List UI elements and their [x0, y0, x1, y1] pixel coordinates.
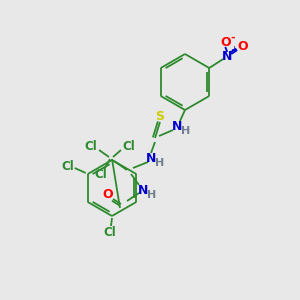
Text: O: O: [220, 35, 231, 49]
Text: +: +: [230, 46, 237, 55]
Text: -: -: [230, 33, 235, 43]
Text: Cl: Cl: [103, 226, 116, 238]
Text: O: O: [103, 188, 113, 200]
Text: N: N: [172, 119, 182, 133]
Text: S: S: [155, 110, 164, 124]
Text: N: N: [138, 184, 148, 196]
Text: Cl: Cl: [94, 167, 107, 181]
Text: Cl: Cl: [123, 140, 135, 152]
Text: H: H: [155, 158, 165, 168]
Text: Cl: Cl: [61, 160, 74, 172]
Text: N: N: [222, 50, 232, 62]
Text: H: H: [147, 190, 157, 200]
Text: Cl: Cl: [85, 140, 98, 152]
Text: O: O: [237, 40, 247, 53]
Text: H: H: [182, 126, 190, 136]
Text: N: N: [146, 152, 156, 164]
